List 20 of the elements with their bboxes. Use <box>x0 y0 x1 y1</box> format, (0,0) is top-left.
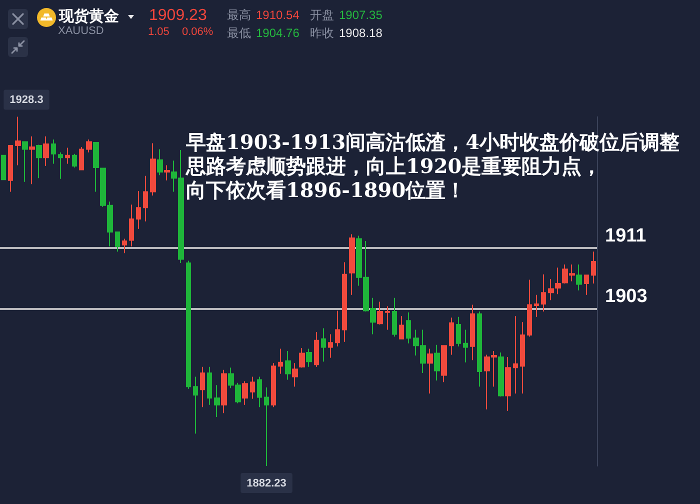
chart-title: 现货黄金 <box>59 8 119 25</box>
text: 最高 <box>227 8 251 22</box>
text: 昨收 <box>310 26 334 40</box>
text: 1882.23 <box>246 478 286 490</box>
annotation: 思路考虑顺势跟进，向上1920是重要阻力点， <box>186 154 602 178</box>
text: 1.05 <box>148 26 170 38</box>
text: 1904.76 <box>256 26 300 40</box>
chart-subtitle: XAUUSD <box>58 25 104 37</box>
y-tick-label: 1903 <box>605 286 648 308</box>
text: 1908.18 <box>339 26 382 40</box>
annotation: 早盘1903-1913间高沽低渣，4小时收盘价破位后调整 <box>186 130 680 154</box>
text: 最低 <box>227 26 251 40</box>
text: 1907.35 <box>339 8 382 22</box>
text: 1910.54 <box>256 8 300 22</box>
text: 1909.23 <box>149 7 207 24</box>
text: 开盘 <box>310 8 334 22</box>
y-tick-label: 1911 <box>605 225 647 246</box>
text: 0.06% <box>182 26 214 38</box>
text: 1928.3 <box>10 94 44 106</box>
annotation: 向下依次看1896-1890位置！ <box>186 178 466 202</box>
